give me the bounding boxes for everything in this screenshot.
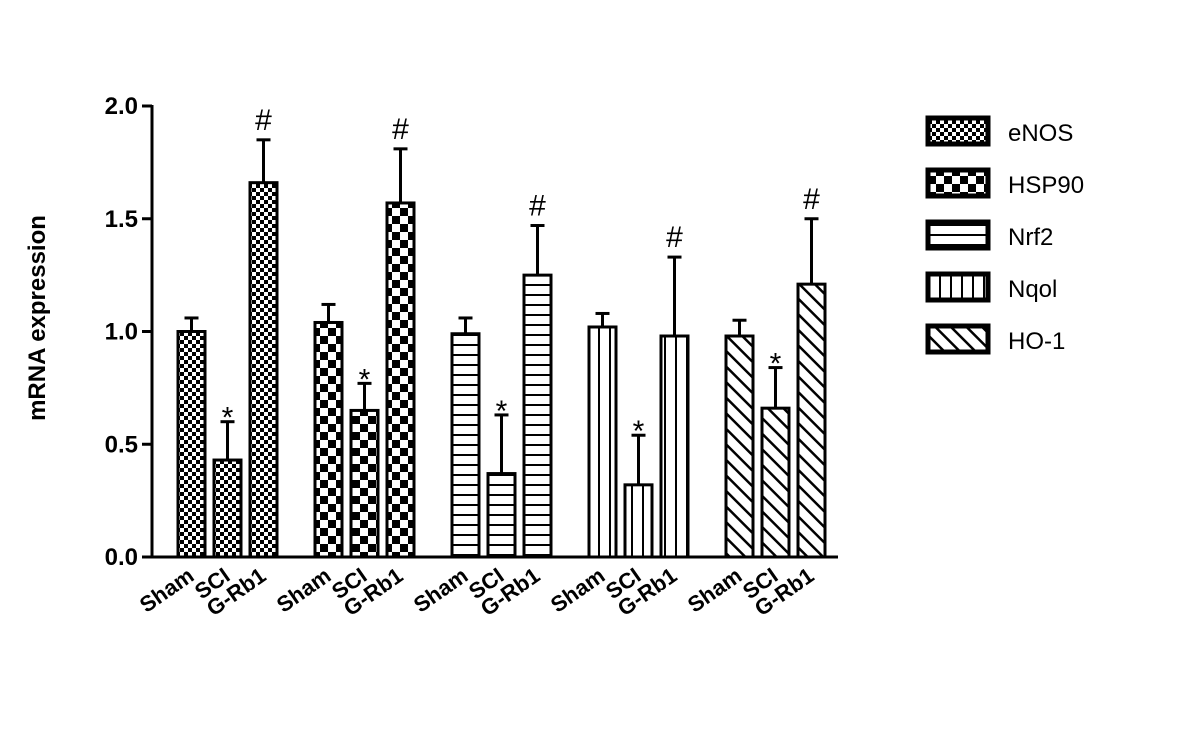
bar bbox=[760, 406, 791, 559]
y-axis-label: mRNA expression bbox=[24, 215, 51, 421]
significance-mark: # bbox=[255, 104, 272, 137]
legend-swatch bbox=[925, 115, 991, 147]
bar bbox=[796, 282, 827, 559]
bar bbox=[248, 181, 279, 559]
bar bbox=[313, 320, 344, 559]
legend-swatch bbox=[925, 271, 991, 303]
bar bbox=[623, 483, 654, 559]
bar bbox=[522, 273, 553, 559]
x-tick-label: Sham bbox=[135, 563, 198, 618]
bar bbox=[176, 330, 207, 559]
legend-label: eNOS bbox=[1008, 120, 1073, 147]
legend-swatch bbox=[925, 167, 991, 199]
y-tick-label: 2.0 bbox=[105, 93, 138, 120]
legend-label: HO-1 bbox=[1008, 328, 1065, 355]
bar bbox=[212, 458, 243, 559]
bar bbox=[349, 408, 380, 559]
bar bbox=[724, 334, 755, 559]
significance-mark: # bbox=[803, 183, 820, 216]
x-tick-label: Sham bbox=[272, 563, 335, 618]
y-tick-label: 0.0 bbox=[105, 544, 138, 571]
significance-mark: * bbox=[359, 363, 371, 396]
significance-mark: # bbox=[392, 113, 409, 146]
bar bbox=[587, 325, 618, 559]
bars: * # * # * # * # * # bbox=[176, 104, 827, 559]
legend-label: Nrf2 bbox=[1008, 224, 1053, 251]
legend-swatch bbox=[925, 219, 991, 251]
x-tick-label: Sham bbox=[683, 563, 746, 618]
significance-mark: * bbox=[222, 402, 234, 435]
significance-mark: * bbox=[770, 348, 782, 381]
x-tick-label: Sham bbox=[546, 563, 609, 618]
legend-swatch bbox=[925, 323, 991, 355]
x-tick-label: Sham bbox=[409, 563, 472, 618]
legend-label: Nqol bbox=[1008, 276, 1057, 303]
bar bbox=[450, 332, 481, 559]
significance-mark: * bbox=[633, 415, 645, 448]
bar bbox=[486, 472, 517, 559]
y-tick-label: 1.5 bbox=[105, 206, 138, 233]
legend-label: HSP90 bbox=[1008, 172, 1084, 199]
legend: eNOS HSP90 Nrf2 Nqol HO-1 bbox=[925, 115, 1084, 355]
bar bbox=[659, 334, 690, 559]
y-tick-label: 0.5 bbox=[105, 431, 138, 458]
bar bbox=[385, 201, 416, 559]
significance-mark: # bbox=[666, 221, 683, 254]
significance-mark: * bbox=[496, 395, 508, 428]
y-tick-label: 1.0 bbox=[105, 319, 138, 346]
significance-mark: # bbox=[529, 190, 546, 223]
